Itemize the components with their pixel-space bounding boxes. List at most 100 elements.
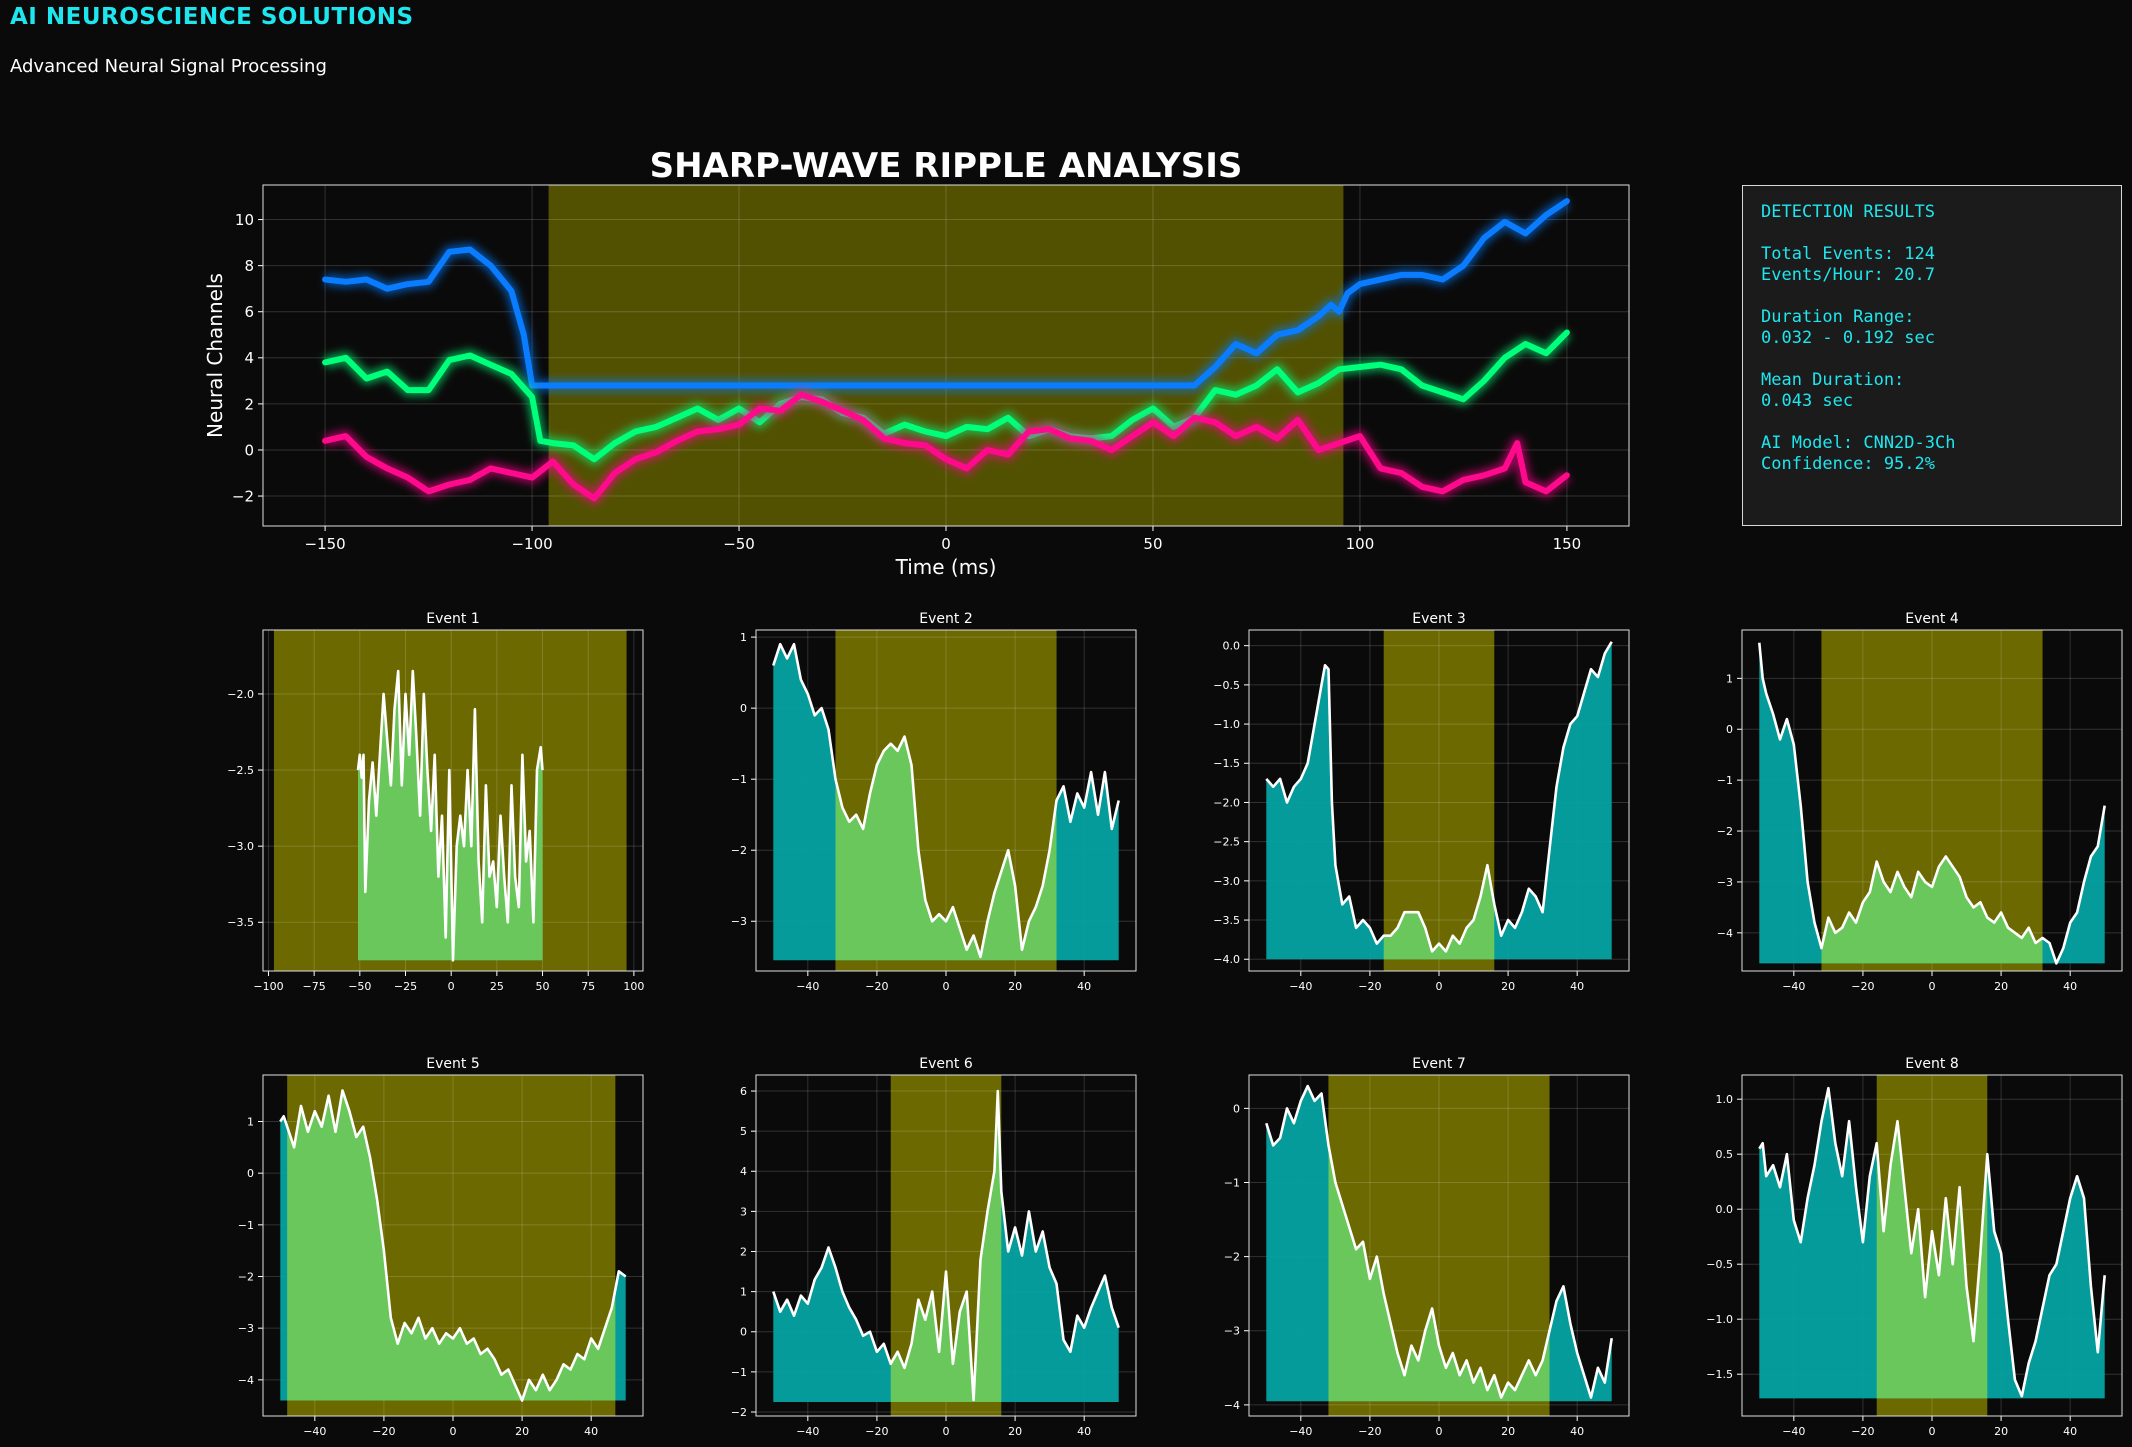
event-area-in-window (1821, 856, 2043, 964)
channel-line-3 (322, 391, 1570, 502)
x-tick-label: 20 (1501, 980, 1515, 993)
y-tick-label: 1 (247, 1115, 254, 1128)
y-tick-label: 0.0 (1716, 1203, 1734, 1216)
axes-frame (755, 1074, 1137, 1417)
event-chart-2: −40 −20 0 20 40 −3 −2 −1 0 1 Event 2 (731, 611, 1137, 993)
x-tick-label: 0 (943, 980, 950, 993)
events-per-hour: Events/Hour: 20.7 (1761, 265, 1935, 285)
x-tick-label: −40 (1289, 980, 1312, 993)
y-tick-label: −4 (238, 1374, 254, 1387)
axes-frame (262, 629, 644, 972)
x-tick-label: −20 (1358, 980, 1381, 993)
event-area-in-window (1328, 1145, 1550, 1402)
main-chart-title: SHARP-WAVE RIPPLE ANALYSIS (650, 146, 1243, 186)
y-tick-label: −2 (232, 487, 254, 505)
duration-range-value: 0.032 - 0.192 sec (1761, 328, 1935, 348)
x-tick-label: 100 (1346, 535, 1375, 553)
y-tick-label: 6 (244, 303, 254, 321)
axes-frame (755, 629, 1137, 972)
ripple-window (548, 185, 1344, 526)
x-tick-label: 40 (584, 1425, 598, 1438)
x-tick-label: 0 (448, 980, 455, 993)
y-tick-label: −1.5 (1213, 757, 1240, 770)
x-tick-label: 20 (1994, 1425, 2008, 1438)
y-tick-label: 6 (740, 1085, 747, 1098)
event-signal-line (356, 669, 544, 962)
x-tick-label: 40 (1077, 980, 1091, 993)
ai-confidence: Confidence: 95.2% (1761, 454, 1935, 474)
y-tick-label: −1.0 (1706, 1313, 1733, 1326)
x-tick-label: 20 (1008, 1425, 1022, 1438)
y-tick-label: −2.0 (227, 688, 254, 701)
y-tick-label: −3.5 (227, 916, 254, 929)
y-tick-label: 1 (1726, 672, 1733, 685)
axes-frame (1248, 629, 1630, 972)
x-tick-label: 0 (1929, 980, 1936, 993)
x-tick-label: −40 (796, 1425, 819, 1438)
x-tick-label: −20 (372, 1425, 395, 1438)
event-chart-title: Event 8 (1905, 1056, 1958, 1072)
main-chart-ylabel: Neural Channels (203, 273, 227, 438)
event-area-in-window (287, 1090, 616, 1401)
x-tick-label: −40 (796, 980, 819, 993)
x-tick-label: 0 (1929, 1425, 1936, 1438)
x-tick-label: 40 (1570, 1425, 1584, 1438)
event-chart-title: Event 5 (426, 1056, 479, 1072)
x-tick-label: 0 (450, 1425, 457, 1438)
y-tick-label: 10 (235, 211, 254, 229)
y-tick-label: −2.0 (1213, 796, 1240, 809)
y-tick-label: 1 (740, 631, 747, 644)
detection-results-panel: DETECTION RESULTS Total Events: 124 Even… (1742, 185, 2122, 526)
y-tick-label: −3.5 (1213, 914, 1240, 927)
y-tick-label: 3 (740, 1205, 747, 1218)
total-events: Total Events: 124 (1761, 244, 1935, 264)
axes-frame (262, 1074, 644, 1417)
y-tick-label: −0.5 (1706, 1258, 1733, 1271)
y-tick-label: −2 (731, 1406, 747, 1419)
y-tick-label: −2 (1224, 1251, 1240, 1264)
y-tick-label: 0 (1726, 723, 1733, 736)
event-signal-line (279, 1089, 627, 1402)
event-signal-line (1265, 1084, 1613, 1399)
y-tick-label: 5 (740, 1125, 747, 1138)
mean-duration-label: Mean Duration: (1761, 370, 1905, 390)
y-tick-label: 4 (244, 349, 254, 367)
x-tick-label: −40 (1782, 1425, 1805, 1438)
y-tick-label: −4 (1717, 927, 1733, 940)
x-tick-label: 100 (623, 980, 644, 993)
event-area-in-window (890, 1091, 1002, 1402)
x-tick-label: −50 (348, 980, 371, 993)
y-tick-label: −2.5 (227, 764, 254, 777)
mean-duration-value: 0.043 sec (1761, 391, 1854, 411)
channel-line-2 (322, 329, 1570, 463)
y-tick-label: 2 (244, 395, 254, 413)
y-tick-label: −2.5 (1213, 836, 1240, 849)
axes-frame (1248, 1074, 1630, 1417)
x-tick-label: 40 (2063, 980, 2077, 993)
x-tick-label: −100 (511, 535, 552, 553)
x-tick-label: 20 (1994, 980, 2008, 993)
y-tick-label: −3.0 (1213, 875, 1240, 888)
y-tick-label: 0 (247, 1167, 254, 1180)
event-signal-line (772, 642, 1120, 959)
x-tick-label: −100 (253, 980, 283, 993)
axes-frame (262, 184, 1630, 527)
x-tick-label: −20 (1358, 1425, 1381, 1438)
x-tick-label: −25 (394, 980, 417, 993)
event-chart-3: −40 −20 0 20 40 −4.0 −3.5 −3.0 −2.5 −2.0 −1.5 −1.0 −… (1213, 611, 1630, 993)
detection-results-title: DETECTION RESULTS (1761, 202, 1935, 222)
duration-range-label: Duration Range: (1761, 307, 1915, 327)
main-chart-xlabel: Time (ms) (895, 555, 997, 579)
y-tick-label: −1 (731, 1366, 747, 1379)
x-tick-label: 150 (1553, 535, 1582, 553)
event-area (1266, 641, 1612, 960)
y-tick-label: −3 (731, 915, 747, 928)
y-tick-label: −0.5 (1213, 679, 1240, 692)
event-chart-title: Event 3 (1412, 611, 1465, 627)
x-tick-label: −150 (304, 535, 345, 553)
x-tick-label: 0 (1436, 1425, 1443, 1438)
x-tick-label: 0 (943, 1425, 950, 1438)
event-chart-1: −100 −75 −50 −25 0 25 50 75 100 −3.5 −3.0 −2.5 −2.0 E… (227, 611, 644, 993)
y-tick-label: −3 (1224, 1325, 1240, 1338)
